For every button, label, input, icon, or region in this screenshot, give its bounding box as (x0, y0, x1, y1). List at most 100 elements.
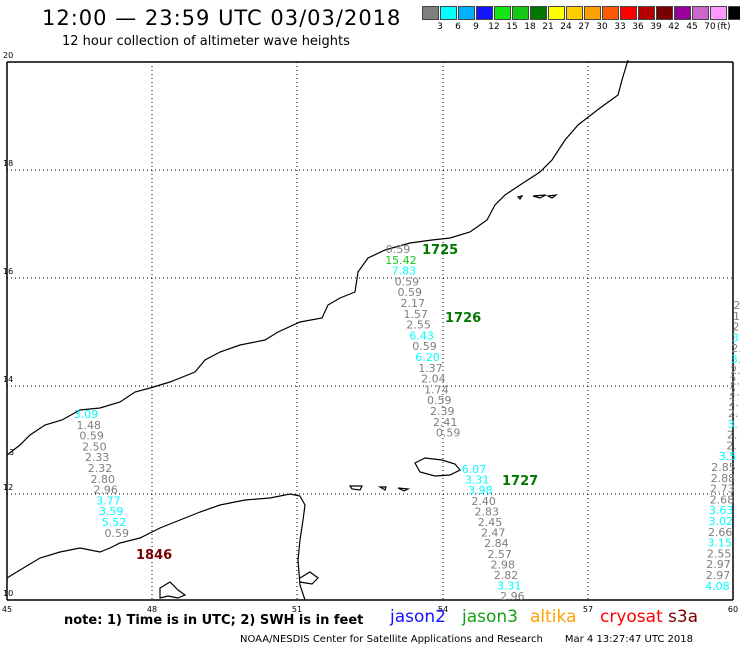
legend-tick-label: 24 (560, 22, 572, 32)
map-title: 12:00 — 23:59 UTC 03/03/2018 (42, 6, 402, 30)
legend-tick-label: 3 (437, 22, 443, 32)
wave-height-value: 3.02 (709, 515, 734, 528)
longitude-label: 45 (2, 605, 12, 614)
wave-height-value: 3.15 (707, 537, 732, 550)
map-subtitle: 12 hour collection of altimeter wave hei… (62, 34, 350, 49)
longitude-label: 54 (438, 605, 448, 614)
wave-height-value: 2. (728, 407, 739, 420)
color-legend-labels: 3 6 9 12 15 18 21 24 27 30 33 36 39 42 45 70 (422, 22, 740, 36)
wave-height-value: 2.97 (706, 558, 731, 571)
wave-height-value: 2.66 (708, 526, 733, 539)
legend-swatch (692, 6, 709, 20)
legend-swatch (566, 6, 583, 20)
wave-height-value: 3. (731, 353, 740, 366)
legend-tick-label: 15 (506, 22, 518, 32)
legend-tick-label: 36 (632, 22, 644, 32)
legend-tick-label: 45 (686, 22, 698, 32)
wave-height-value: 2. (729, 396, 740, 409)
longitude-label: 60 (728, 605, 738, 614)
wave-height-value: 0.59 (386, 243, 411, 256)
wave-height-value: 2.96 (93, 484, 118, 497)
color-legend (422, 6, 740, 20)
wave-height-value: 2.84 (484, 537, 509, 550)
wave-height-value: 5.52 (102, 516, 127, 529)
wave-height-value: 3.63 (709, 504, 734, 517)
legend-tick-label: 18 (524, 22, 536, 32)
legend-swatch (638, 6, 655, 20)
legend-tick-label: 12 (488, 22, 500, 32)
legend-swatch (512, 6, 529, 20)
wave-height-value: 2.97 (706, 569, 731, 582)
legend-tick-label: 27 (578, 22, 590, 32)
legend-swatch (602, 6, 619, 20)
wave-height-value: 2.17 (401, 297, 426, 310)
wave-height-value: 3.31 (465, 474, 490, 487)
wave-height-value: 0.59 (395, 275, 420, 288)
wave-height-value: 2.80 (91, 473, 116, 486)
wave-height-value: 2. (730, 364, 740, 377)
coastline (6, 59, 629, 601)
wave-height-value: 2. (732, 321, 740, 334)
wave-height-value: 2. (734, 299, 740, 312)
legend-tick-label: 33 (614, 22, 626, 32)
wave-height-value: 2.40 (471, 495, 496, 508)
latitude-label: 12 (3, 483, 13, 492)
wave-height-value: 2.45 (478, 516, 503, 529)
wave-height-value: 1. (733, 310, 740, 323)
wave-height-value: 3. (727, 418, 738, 431)
legend-units: (ft) (717, 22, 731, 32)
longitude-label: 57 (583, 605, 593, 614)
wave-height-value: 4.08 (705, 580, 730, 593)
latitude-label: 14 (3, 375, 13, 384)
wave-height-value: 3.59 (99, 505, 124, 518)
wave-height-value: 15.42 (385, 254, 417, 267)
latitude-label: 16 (3, 267, 13, 276)
satellite-label-s3a: s3a (668, 607, 699, 627)
wave-height-value: 2.96 (500, 590, 525, 603)
generation-timestamp: Mar 4 13:27:47 UTC 2018 (564, 634, 693, 645)
legend-swatch (458, 6, 475, 20)
wave-height-value: 2.73 (710, 483, 735, 496)
credit-text: NOAA/NESDIS Center for Satellite Applica… (240, 634, 543, 645)
wave-height-value: 2.50 (82, 440, 107, 453)
wave-height-value: 0.59 (412, 340, 437, 353)
wave-height-value: 2.32 (88, 462, 113, 475)
legend-swatch (548, 6, 565, 20)
wave-height-value: 2.85 (711, 461, 736, 474)
wave-height-value: 2.55 (406, 319, 431, 332)
wave-height-value: 1.37 (418, 362, 443, 375)
legend-swatch (674, 6, 691, 20)
wave-height-value: 7.83 (392, 265, 417, 278)
legend-tick-label: 30 (596, 22, 608, 32)
wave-height-value: 0.59 (398, 286, 423, 299)
wave-height-value: 2. (731, 342, 740, 355)
right-edge-track-values: 2.1.2.3.2.3.2.2.2.2.2.3.2.2.3.52.852.882… (705, 299, 740, 593)
longitude-labels: 45 48 51 54 57 60 (2, 605, 738, 614)
wave-height-value: 2.68 (710, 493, 735, 506)
legend-swatch (530, 6, 547, 20)
wave-height-value: 0.59 (105, 527, 130, 540)
legend-tick-label: 9 (473, 22, 479, 32)
wave-height-value: 6.43 (409, 329, 434, 342)
legend-swatch (728, 6, 740, 20)
footer-note: note: 1) Time is in UTC; 2) SWH is in fe… (64, 613, 364, 628)
wave-height-value: 3.98 (468, 484, 493, 497)
time-label-1726: 1726 (445, 311, 481, 326)
wave-height-value: 2. (726, 439, 737, 452)
graticule (7, 62, 733, 600)
wave-height-value: 2.33 (85, 451, 110, 464)
legend-swatch (422, 6, 439, 20)
wave-height-value: 2.88 (711, 472, 736, 485)
legend-swatch (584, 6, 601, 20)
time-label-1727: 1727 (502, 474, 538, 489)
longitude-label: 51 (292, 605, 302, 614)
wave-height-value: 3.5 (719, 450, 737, 463)
wave-height-value: 2. (727, 429, 738, 442)
left-edge-label: 3 (9, 448, 14, 457)
wave-height-value: 3. (732, 331, 740, 344)
footer-credit: NOAA/NESDIS Center for Satellite Applica… (240, 634, 693, 645)
wave-height-value: 6.07 (462, 463, 487, 476)
legend-swatch (656, 6, 673, 20)
wave-height-value: 2.98 (491, 558, 516, 571)
